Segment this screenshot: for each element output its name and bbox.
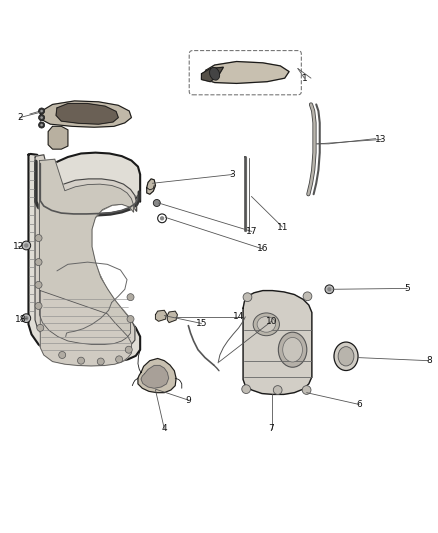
Circle shape — [116, 356, 123, 363]
Circle shape — [24, 316, 28, 320]
Circle shape — [35, 302, 42, 310]
Text: 9: 9 — [185, 395, 191, 405]
Circle shape — [39, 108, 45, 114]
Circle shape — [35, 259, 42, 265]
Text: 4: 4 — [162, 424, 167, 433]
Polygon shape — [56, 103, 118, 124]
Text: 10: 10 — [266, 317, 277, 326]
Circle shape — [127, 316, 134, 322]
Circle shape — [243, 293, 252, 302]
Circle shape — [160, 216, 164, 221]
Polygon shape — [201, 61, 289, 84]
Polygon shape — [141, 366, 169, 388]
Circle shape — [125, 346, 132, 353]
Circle shape — [153, 199, 160, 206]
Polygon shape — [167, 311, 177, 322]
Polygon shape — [39, 101, 131, 127]
Text: 3: 3 — [229, 170, 235, 179]
Ellipse shape — [338, 346, 354, 366]
Ellipse shape — [209, 67, 220, 80]
Circle shape — [303, 292, 312, 301]
Circle shape — [40, 116, 43, 119]
Polygon shape — [39, 159, 134, 344]
Circle shape — [327, 287, 332, 292]
Polygon shape — [48, 126, 68, 149]
Text: 13: 13 — [375, 135, 387, 144]
Text: 15: 15 — [196, 319, 207, 328]
Text: 16: 16 — [257, 245, 268, 254]
Polygon shape — [147, 179, 155, 194]
Ellipse shape — [279, 332, 307, 367]
Circle shape — [127, 294, 134, 301]
Text: 1: 1 — [301, 74, 307, 83]
Text: 8: 8 — [426, 356, 432, 365]
Text: 11: 11 — [277, 223, 288, 231]
Polygon shape — [138, 359, 176, 393]
Circle shape — [22, 314, 31, 322]
Circle shape — [59, 351, 66, 359]
Ellipse shape — [334, 342, 358, 370]
Circle shape — [39, 122, 45, 128]
Polygon shape — [155, 310, 166, 321]
Circle shape — [40, 124, 43, 126]
Ellipse shape — [283, 337, 303, 362]
Circle shape — [37, 324, 44, 332]
Polygon shape — [28, 152, 140, 362]
Text: 12: 12 — [13, 243, 24, 251]
Polygon shape — [40, 290, 131, 366]
Text: 7: 7 — [268, 424, 275, 433]
Circle shape — [325, 285, 334, 294]
Text: 17: 17 — [246, 227, 258, 236]
Ellipse shape — [253, 313, 279, 336]
Text: 18: 18 — [15, 314, 27, 324]
Text: 6: 6 — [356, 400, 362, 409]
Circle shape — [78, 357, 85, 364]
Circle shape — [40, 110, 43, 112]
Text: 2: 2 — [17, 113, 22, 122]
Polygon shape — [243, 290, 312, 394]
Text: 14: 14 — [233, 312, 244, 321]
Polygon shape — [35, 155, 137, 353]
Circle shape — [97, 358, 104, 365]
Circle shape — [35, 281, 42, 288]
Polygon shape — [245, 157, 246, 231]
Circle shape — [302, 386, 311, 394]
Circle shape — [24, 243, 28, 248]
Polygon shape — [201, 67, 223, 82]
Ellipse shape — [257, 317, 276, 332]
Circle shape — [242, 385, 251, 393]
Circle shape — [39, 115, 45, 120]
Circle shape — [22, 241, 31, 250]
Circle shape — [35, 235, 42, 241]
Circle shape — [273, 386, 282, 394]
Text: 5: 5 — [404, 284, 410, 293]
